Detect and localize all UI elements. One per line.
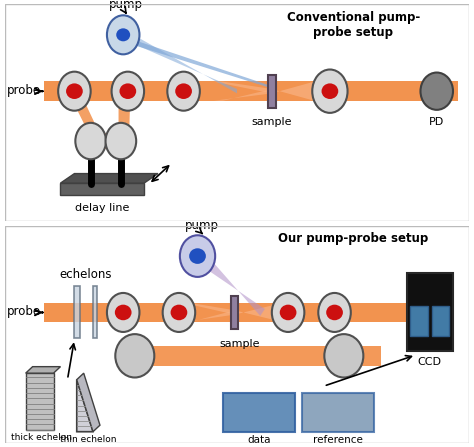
Text: thick echelon: thick echelon bbox=[11, 433, 73, 442]
Polygon shape bbox=[214, 89, 272, 101]
Bar bbox=[123, 346, 381, 366]
Ellipse shape bbox=[272, 293, 304, 332]
Text: pump: pump bbox=[109, 0, 143, 11]
Ellipse shape bbox=[163, 293, 195, 332]
Circle shape bbox=[189, 248, 206, 264]
Polygon shape bbox=[113, 35, 237, 93]
Polygon shape bbox=[77, 380, 93, 432]
FancyBboxPatch shape bbox=[61, 183, 144, 195]
Bar bbox=[93, 287, 97, 338]
Ellipse shape bbox=[107, 293, 139, 332]
Ellipse shape bbox=[319, 293, 351, 332]
Ellipse shape bbox=[107, 15, 139, 55]
Ellipse shape bbox=[115, 334, 155, 377]
Circle shape bbox=[119, 84, 136, 99]
Text: reference: reference bbox=[313, 435, 363, 445]
Polygon shape bbox=[235, 300, 293, 325]
Text: Our pump-probe setup: Our pump-probe setup bbox=[278, 232, 428, 245]
Polygon shape bbox=[272, 76, 335, 106]
Bar bbox=[91, 133, 121, 149]
Bar bbox=[44, 303, 418, 322]
Polygon shape bbox=[26, 367, 61, 373]
Polygon shape bbox=[118, 100, 130, 132]
Ellipse shape bbox=[180, 235, 215, 277]
Polygon shape bbox=[214, 82, 272, 93]
Text: probe: probe bbox=[7, 84, 41, 97]
Text: CCD: CCD bbox=[418, 357, 442, 367]
Bar bbox=[432, 306, 449, 336]
Text: Conventional pump-
probe setup: Conventional pump- probe setup bbox=[286, 11, 420, 39]
Text: sample: sample bbox=[219, 339, 260, 350]
Polygon shape bbox=[187, 256, 265, 316]
Ellipse shape bbox=[75, 123, 106, 159]
Ellipse shape bbox=[312, 69, 347, 113]
Circle shape bbox=[115, 305, 132, 320]
Circle shape bbox=[116, 28, 130, 41]
Text: PD: PD bbox=[429, 117, 444, 127]
Text: echelons: echelons bbox=[60, 268, 112, 281]
Bar bbox=[44, 81, 457, 101]
Circle shape bbox=[171, 305, 187, 320]
Bar bbox=[410, 306, 428, 336]
Polygon shape bbox=[183, 310, 235, 322]
Polygon shape bbox=[77, 373, 100, 432]
Circle shape bbox=[321, 84, 338, 99]
Bar bbox=[223, 392, 295, 432]
Text: data: data bbox=[247, 435, 271, 445]
Bar bbox=[268, 75, 275, 108]
Circle shape bbox=[175, 84, 192, 99]
Bar bbox=[407, 274, 453, 351]
Polygon shape bbox=[61, 173, 158, 183]
Polygon shape bbox=[26, 373, 54, 430]
Text: probe: probe bbox=[7, 305, 41, 318]
Ellipse shape bbox=[58, 72, 91, 111]
Ellipse shape bbox=[111, 72, 144, 111]
Bar bbox=[302, 392, 374, 432]
Polygon shape bbox=[183, 303, 235, 315]
Ellipse shape bbox=[167, 72, 200, 111]
Ellipse shape bbox=[420, 72, 453, 110]
Circle shape bbox=[66, 84, 83, 99]
Bar bbox=[74, 287, 80, 338]
Polygon shape bbox=[115, 39, 276, 88]
Text: thin echelon: thin echelon bbox=[60, 435, 117, 444]
Text: pump: pump bbox=[185, 219, 219, 232]
Ellipse shape bbox=[324, 334, 364, 377]
Ellipse shape bbox=[106, 123, 136, 159]
Text: sample: sample bbox=[252, 117, 292, 127]
Circle shape bbox=[326, 305, 343, 320]
Circle shape bbox=[280, 305, 296, 320]
Polygon shape bbox=[72, 100, 99, 132]
Bar bbox=[231, 296, 238, 329]
Text: delay line: delay line bbox=[75, 203, 129, 213]
